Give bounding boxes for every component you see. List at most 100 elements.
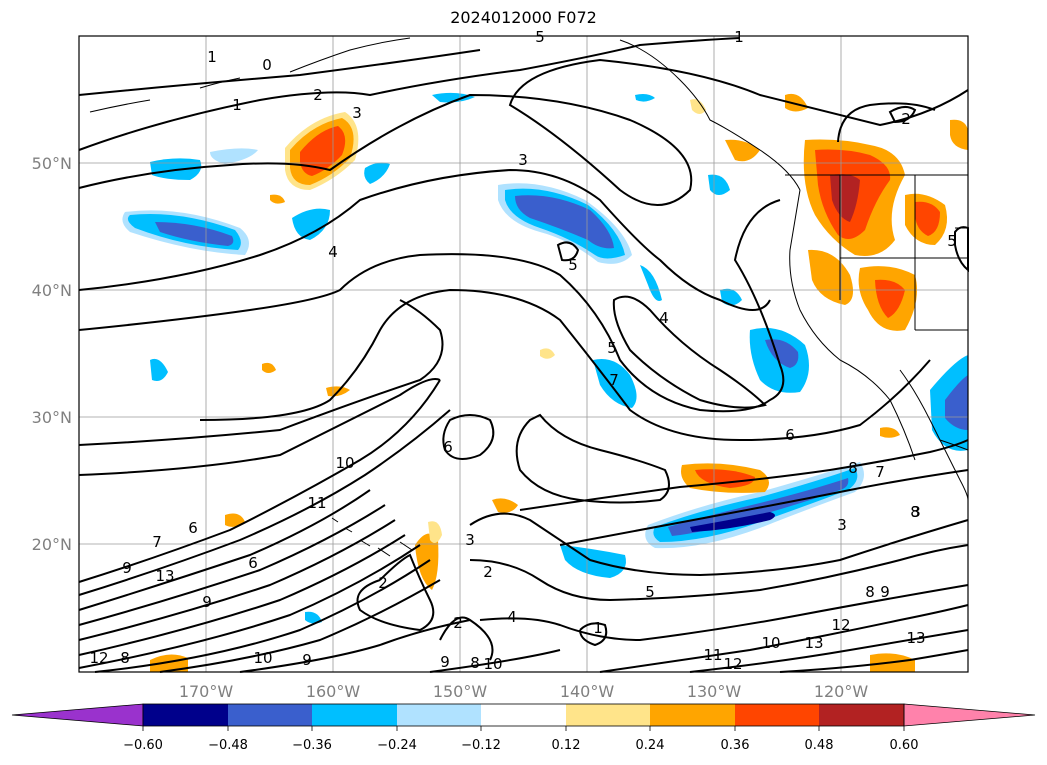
colorbar-bin-1	[143, 704, 228, 726]
lon-label-170w: 170°W	[179, 682, 234, 701]
contour-label: 11	[703, 646, 722, 664]
contour-label: 9	[122, 559, 132, 577]
lon-label-120w: 120°W	[814, 682, 869, 701]
patch-small-blue4	[720, 288, 742, 306]
lat-label-50n: 50°N	[32, 154, 72, 173]
contour-label: 5	[947, 232, 957, 250]
patch-baja-blue-dk	[945, 375, 968, 430]
contour-label: 10	[761, 634, 780, 652]
patch-nw-warm-dkred	[830, 174, 860, 222]
contour-label: 13	[906, 629, 925, 647]
contour-label: 4	[659, 309, 669, 327]
coast-mexico	[939, 439, 969, 451]
lat-label-30n: 30°N	[32, 408, 72, 427]
colorbar-tick-3: −0.24	[377, 738, 417, 753]
colorbar-tick-8: 0.48	[805, 738, 834, 753]
coast-bc	[619, 39, 801, 191]
contour-label: 1	[232, 96, 242, 114]
contour-label: 9	[880, 583, 890, 601]
contour-label: 7	[609, 371, 619, 389]
patch-subtrop-red	[695, 469, 755, 488]
patch-hawaii-yel	[428, 521, 442, 544]
gridlines	[79, 36, 968, 672]
patch-small-blue3	[708, 174, 730, 195]
patch-small-warm8	[880, 427, 900, 438]
contour-label: 6	[785, 426, 795, 444]
contour-label: 7	[152, 533, 162, 551]
patch-small-warm1	[225, 513, 245, 527]
colorbar-bin-9	[819, 704, 904, 726]
patch-small-blue7	[305, 611, 322, 624]
contour-label: 8	[865, 583, 875, 601]
patch-npac-blue-dark	[515, 195, 614, 249]
colorbar-bin-3	[312, 704, 397, 726]
colorbar-bin-7	[650, 704, 735, 726]
contour-label: 3	[911, 503, 921, 521]
colorbar-tick-6: 0.24	[636, 738, 665, 753]
contour-label: 6	[443, 438, 453, 456]
patch-small-blue5	[150, 358, 168, 381]
contour-label: 12	[89, 649, 108, 667]
coast-baja	[899, 369, 969, 501]
patch-subtrop-blue	[593, 359, 637, 408]
contour-label: 3	[837, 516, 847, 534]
coast-us-west	[789, 189, 916, 461]
colorbar-outline	[142, 703, 905, 727]
colorbar-tick-4: −0.12	[461, 738, 501, 753]
contour-label: 11	[307, 494, 326, 512]
contour-label: 10	[335, 454, 354, 472]
contour-label: 10	[483, 655, 502, 673]
contour-label: 5	[607, 339, 617, 357]
contour-label: 2	[378, 574, 388, 592]
map-frame	[78, 35, 969, 673]
contour-label: 1	[207, 48, 217, 66]
patch-small-warm6	[540, 348, 555, 359]
contour-label: 2	[483, 563, 493, 581]
coast-alaska	[89, 37, 411, 113]
contour-label: 9	[202, 593, 212, 611]
contour-label: 9	[302, 651, 312, 669]
contour-label: 6	[188, 519, 198, 537]
patch-idaho-red	[915, 201, 940, 236]
contour-label: 13	[155, 567, 174, 585]
contour-label: 3	[518, 151, 528, 169]
colorbar: −0.60 −0.48 −0.36 −0.24 −0.12 0.12 0.24 …	[11, 703, 1036, 753]
patch-nw-blue2	[210, 148, 258, 164]
contour-label: 8	[120, 649, 130, 667]
colorbar-bin-4	[397, 704, 481, 726]
contour-label: 12	[723, 655, 742, 673]
patch-small-blue2	[635, 94, 655, 102]
patch-sw-warm	[150, 654, 188, 672]
contour-label: 4	[328, 243, 338, 261]
colorbar-tick-7: 0.36	[721, 738, 750, 753]
contour-label: 2	[901, 110, 911, 128]
state-borders	[785, 174, 968, 331]
patch-small-warm10	[270, 194, 285, 204]
contour-label: 5	[645, 583, 655, 601]
lon-label-150w: 150°W	[433, 682, 488, 701]
patch-w-blue-dark	[155, 222, 234, 246]
colorbar-extend-high	[903, 703, 1036, 727]
patch-small-warm4	[785, 93, 808, 112]
contour-label: 3	[352, 104, 362, 122]
lon-label-130w: 130°W	[687, 682, 742, 701]
patch-small-warm9	[690, 99, 706, 114]
map-title: 2024012000 F072	[450, 8, 597, 27]
patch-small-warm7	[262, 362, 276, 373]
contour-label: 13	[804, 634, 823, 652]
patch-small-blue1	[432, 92, 475, 103]
contour-label: 9	[440, 653, 450, 671]
patch-calif-warm	[808, 249, 854, 305]
contour-label: 10	[253, 649, 272, 667]
colorbar-tick-1: −0.48	[208, 738, 248, 753]
patch-mid-blue1	[292, 208, 330, 240]
patch-mid-blue2	[364, 162, 390, 184]
lat-label-40n: 40°N	[32, 281, 72, 300]
contour-label: 1	[734, 28, 744, 46]
patch-small-blue6	[640, 265, 662, 301]
colorbar-tick-9: 0.60	[890, 738, 919, 753]
contour-label: 5	[535, 28, 545, 46]
contour-label: 8	[848, 459, 858, 477]
